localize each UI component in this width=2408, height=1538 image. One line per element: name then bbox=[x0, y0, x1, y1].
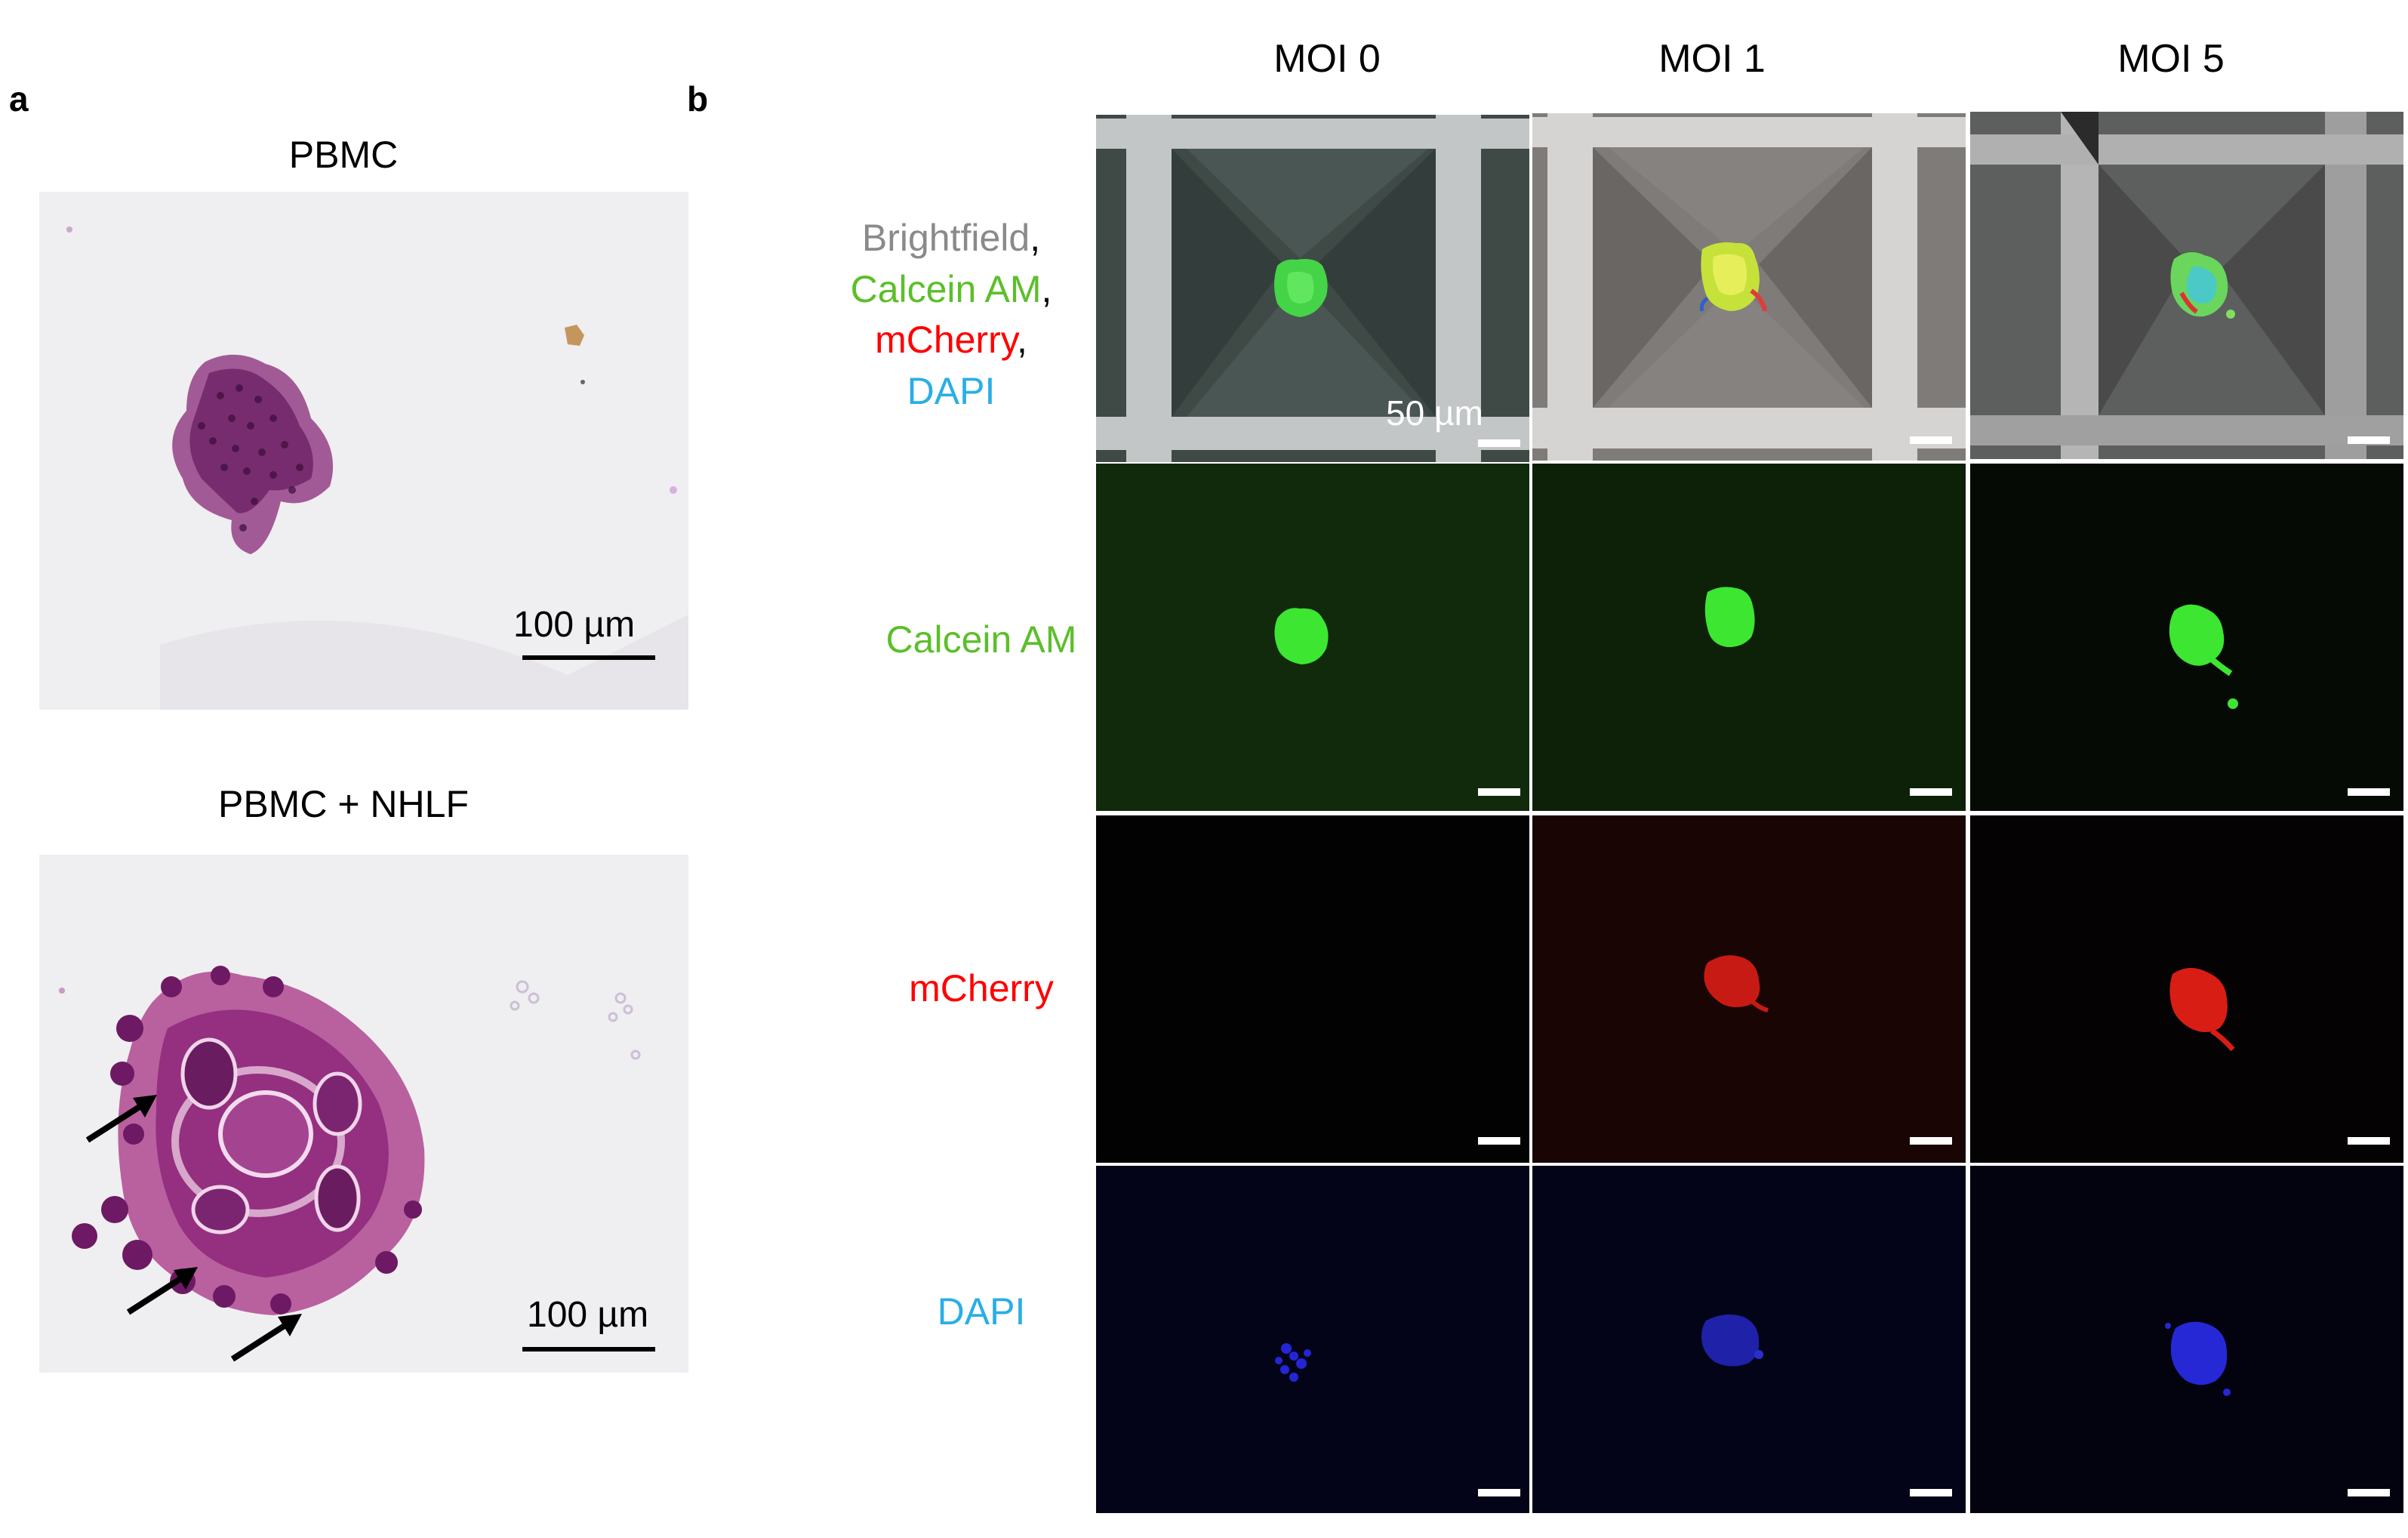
pbmc-nhlf-title: PBMC + NHLF bbox=[217, 783, 469, 825]
scale-bar bbox=[2348, 1137, 2390, 1145]
comma: , bbox=[1030, 217, 1041, 259]
tile-mcherry-moi-5 bbox=[1970, 815, 2403, 1163]
column-header-moi-5: MOI 5 bbox=[2117, 37, 2225, 81]
tile-dapi-moi-5 bbox=[1970, 1166, 2403, 1513]
panel-label-a: a bbox=[9, 79, 29, 119]
tile-calcein-moi-5 bbox=[1970, 464, 2403, 811]
scale-bar bbox=[1478, 439, 1520, 447]
arrow-icon bbox=[126, 1267, 198, 1315]
scale-bar bbox=[2348, 1489, 2390, 1496]
label-calcein: Calcein AM bbox=[850, 267, 1042, 310]
tile-merged-moi-1 bbox=[1532, 113, 1966, 461]
comma: , bbox=[1017, 319, 1027, 361]
row-label-dapi: DAPI bbox=[937, 1290, 1026, 1333]
arrow-icon bbox=[230, 1314, 302, 1362]
pbmc-nhlf-scale-bar bbox=[522, 1347, 655, 1352]
arrow-icon bbox=[85, 1095, 157, 1143]
pbmc-nhlf-he-image bbox=[39, 855, 688, 1373]
scale-bar bbox=[1478, 1489, 1520, 1496]
row-label-mcherry: mCherry bbox=[909, 967, 1054, 1009]
pbmc-he-image bbox=[39, 192, 688, 710]
tile-mcherry-moi-1 bbox=[1532, 815, 1966, 1163]
label-mcherry: mCherry bbox=[875, 319, 1018, 361]
tile-dapi-moi-0 bbox=[1096, 1166, 1529, 1513]
pbmc-nhlf-scale-label: 100 µm bbox=[527, 1295, 649, 1335]
scale-bar bbox=[1910, 788, 1952, 796]
scale-label-50um: 50 µm bbox=[1386, 393, 1483, 433]
tile-calcein-moi-0 bbox=[1096, 464, 1529, 811]
panel-label-b: b bbox=[687, 79, 709, 119]
scale-bar bbox=[1478, 1137, 1520, 1145]
scale-bar bbox=[1910, 1489, 1952, 1496]
row-label-merged: Brightfield, Calcein AM, mCherry, DAPI bbox=[815, 213, 1087, 417]
scale-bar bbox=[2348, 436, 2390, 444]
pbmc-scale-label: 100 µm bbox=[513, 605, 636, 645]
tile-calcein-moi-1 bbox=[1532, 464, 1966, 811]
label-brightfield: Brightfield bbox=[861, 217, 1030, 259]
pbmc-title: PBMC bbox=[288, 134, 399, 176]
tile-merged-moi-0: 50 µm bbox=[1096, 115, 1529, 462]
tile-dapi-moi-1 bbox=[1532, 1166, 1966, 1513]
tile-merged-moi-5 bbox=[1970, 112, 2403, 459]
comma: , bbox=[1041, 267, 1052, 310]
scale-bar bbox=[1910, 1137, 1952, 1145]
pbmc-scale-bar bbox=[522, 655, 655, 660]
label-dapi: DAPI bbox=[907, 369, 996, 412]
scale-bar bbox=[1910, 436, 1952, 444]
scale-bar bbox=[2348, 788, 2390, 796]
column-header-moi-0: MOI 0 bbox=[1273, 37, 1381, 81]
column-header-moi-1: MOI 1 bbox=[1658, 37, 1766, 81]
scale-bar bbox=[1478, 788, 1520, 796]
tile-mcherry-moi-0 bbox=[1096, 815, 1529, 1163]
row-label-calcein: Calcein AM bbox=[885, 618, 1077, 661]
